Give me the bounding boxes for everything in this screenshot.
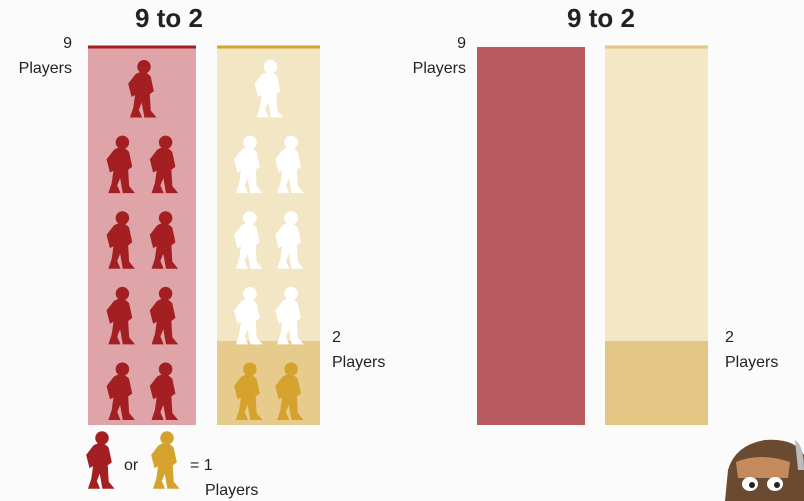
bar [477,47,585,425]
player-icon [151,431,180,489]
icon-head [284,211,298,225]
icon-head [243,135,257,150]
chart-title: 9 to 2 [135,3,203,33]
icon-head [158,135,173,150]
icon-head [115,211,130,225]
column-fill [88,47,196,425]
unit-label: Players [19,60,72,77]
player-icon [234,286,263,345]
player-icon [149,286,179,345]
bar [605,341,708,425]
player-icon [128,60,157,118]
player-icon [149,211,179,269]
legend-text: = 1 [190,457,213,474]
icon-body [275,223,304,269]
icon-head [158,211,173,225]
icon-body [234,223,263,269]
icon-body [86,443,115,489]
icon-head [115,135,130,150]
icon-body [149,223,179,269]
player-icon [234,362,263,420]
icon-body [106,223,136,269]
icon-head [243,362,257,376]
icon-head [158,286,173,301]
icon-head [243,211,257,225]
icon-head [284,286,298,301]
player-icon [149,135,179,194]
player-icon [106,362,136,420]
icon-body [234,298,263,345]
icon-body [151,443,180,489]
player-icon [106,211,136,269]
player-icon [275,135,304,194]
icon-body [275,374,304,420]
icon-head [284,135,298,150]
icon-head [263,60,278,74]
player-icon [254,60,284,118]
player-icon [106,286,136,345]
icon-body [106,298,136,345]
value-label: 9 [457,35,466,52]
icon-head [137,60,151,74]
character [725,439,804,501]
icon-body [106,374,136,420]
column-fill [217,341,320,425]
legend-text: Players [205,482,258,499]
player-icon [275,286,304,345]
icon-body [275,298,304,345]
icon-body [128,71,157,118]
icon-head [158,362,173,376]
value-label: 9 [63,35,72,52]
icon-head [115,362,130,376]
value-label: 2 [725,329,734,346]
player-icon [275,362,304,420]
unit-label: Players [332,354,385,371]
icon-head [284,362,298,376]
chart-title: 9 to 2 [567,3,635,33]
player-icon [275,211,304,269]
unit-label: Players [413,60,466,77]
icon-head [243,286,257,301]
player-icon [234,135,263,194]
icon-head [115,286,130,301]
player-icon [106,135,136,194]
unit-label: Players [725,354,778,371]
player-icon [149,362,179,420]
icon-body [234,147,263,194]
icon-body [106,147,136,194]
player-icon [234,211,263,269]
icon-body [234,374,263,420]
player-icon [86,431,115,489]
legend-text: or [124,457,139,474]
value-label: 2 [332,329,341,346]
icon-head [160,431,174,445]
icon-head [95,431,109,445]
icon-body [149,147,179,194]
icon-body [149,298,179,345]
icon-body [254,71,284,118]
icon-body [149,374,179,420]
icon-body [275,147,304,194]
